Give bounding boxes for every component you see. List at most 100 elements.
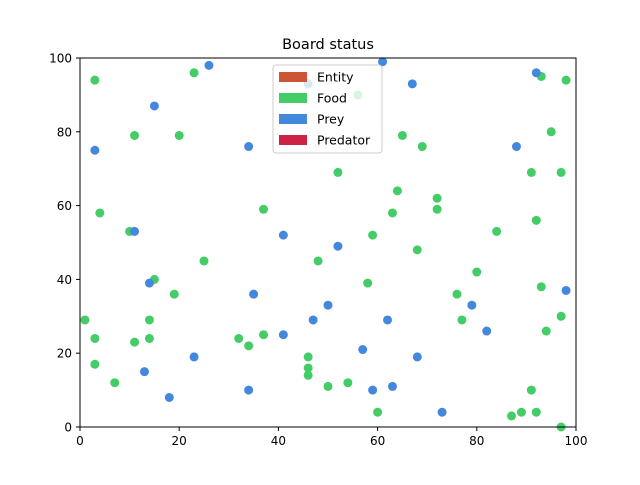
food-point (432, 193, 442, 203)
prey-point (144, 278, 154, 288)
food-point (392, 186, 402, 196)
prey-point (383, 315, 393, 325)
prey-point (90, 145, 100, 155)
food-point (303, 363, 313, 373)
food-point (417, 142, 427, 152)
prey-point (561, 285, 571, 295)
food-point (368, 230, 378, 240)
prey-point (189, 352, 199, 362)
prey-point (308, 315, 318, 325)
legend-label: Food (317, 91, 347, 106)
food-point (259, 330, 269, 340)
y-tick-label: 80 (57, 125, 72, 139)
food-point (373, 407, 383, 417)
chart-title: Board status (282, 37, 374, 53)
food-point (536, 282, 546, 292)
food-point (90, 75, 100, 85)
food-point (492, 226, 502, 236)
food-point (452, 289, 462, 299)
legend-box (272, 64, 383, 154)
x-tick-label: 60 (370, 434, 385, 448)
food-point (174, 130, 184, 140)
food-point (343, 378, 353, 388)
prey-point (249, 289, 259, 299)
prey-point (531, 68, 541, 78)
prey-point (333, 241, 343, 251)
prey-point (244, 385, 254, 395)
food-point (363, 278, 373, 288)
axis-ticks: 0 20 40 60 80 100 0 20 40 60 80 100 (49, 52, 587, 449)
prey-point (164, 392, 174, 402)
food-point (516, 407, 526, 417)
food-point (333, 167, 343, 177)
food-point (144, 333, 154, 343)
food-point (531, 407, 541, 417)
food-point (556, 311, 566, 321)
food-point (432, 204, 442, 214)
food-point (457, 315, 467, 325)
prey-point (149, 101, 159, 111)
food-point (234, 333, 244, 343)
food-point (303, 370, 313, 380)
food-point (199, 256, 209, 266)
food-point (110, 378, 120, 388)
plot-frame (79, 57, 577, 428)
prey-point (407, 79, 417, 89)
prey-point (511, 142, 521, 152)
prey-point (467, 300, 477, 310)
food-point (526, 167, 536, 177)
food-point (472, 267, 482, 277)
x-tick-label: 20 (172, 434, 187, 448)
food-point (244, 341, 254, 351)
food-point (303, 352, 313, 362)
food-point (80, 315, 90, 325)
y-tick-label: 20 (57, 347, 72, 361)
food-point (189, 68, 199, 78)
prey-point (358, 345, 368, 355)
food-point (412, 245, 422, 255)
legend-label: Predator (317, 133, 371, 148)
food-point (526, 385, 536, 395)
prey-point (278, 230, 288, 240)
legend: Entity Food Prey Predator (272, 64, 383, 154)
prey-point (482, 326, 492, 336)
food-point (556, 167, 566, 177)
y-tick-label: 40 (57, 273, 72, 287)
prey-point (204, 60, 214, 70)
x-tick-label: 40 (271, 434, 286, 448)
prey-point (412, 352, 422, 362)
prey-point (437, 407, 447, 417)
legend-swatch (279, 135, 307, 145)
x-tick-label: 100 (565, 434, 588, 448)
y-tick-label: 60 (57, 199, 72, 213)
x-tick-label: 0 (76, 434, 84, 448)
prey-point (378, 57, 388, 67)
food-point (531, 215, 541, 225)
prey-point (387, 381, 397, 391)
prey-point (130, 226, 140, 236)
food-point (90, 333, 100, 343)
food-point (397, 130, 407, 140)
prey-point (278, 330, 288, 340)
prey-point (244, 142, 254, 152)
food-point (323, 381, 333, 391)
food-point (259, 204, 269, 214)
y-tick-label: 100 (49, 52, 72, 66)
points-layer (80, 57, 571, 432)
food-point (130, 130, 140, 140)
legend-label: Entity (317, 70, 354, 85)
food-point (169, 289, 179, 299)
food-point (144, 315, 154, 325)
food-point (507, 411, 517, 421)
legend-swatch (279, 93, 307, 103)
food-point (541, 326, 551, 336)
legend-swatch (279, 114, 307, 124)
food-point (387, 208, 397, 218)
food-point (546, 127, 556, 137)
food-point (561, 75, 571, 85)
food-point (90, 359, 100, 369)
food-point (95, 208, 105, 218)
legend-swatch (279, 72, 307, 82)
